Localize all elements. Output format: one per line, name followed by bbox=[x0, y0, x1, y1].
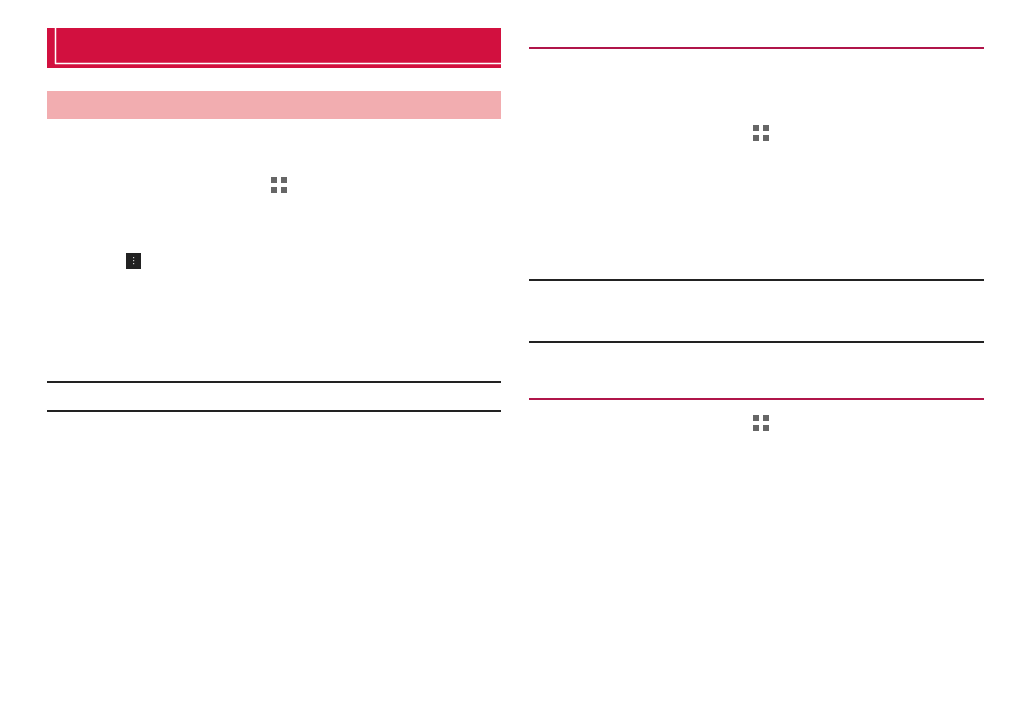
section-header-bar bbox=[47, 91, 501, 119]
apps-icon bbox=[271, 177, 287, 193]
chapter-header-bar bbox=[47, 28, 501, 68]
chapter-header bbox=[47, 28, 501, 68]
apps-icon bbox=[753, 125, 769, 141]
menu-icon bbox=[126, 253, 141, 269]
apps-icon bbox=[753, 415, 769, 431]
